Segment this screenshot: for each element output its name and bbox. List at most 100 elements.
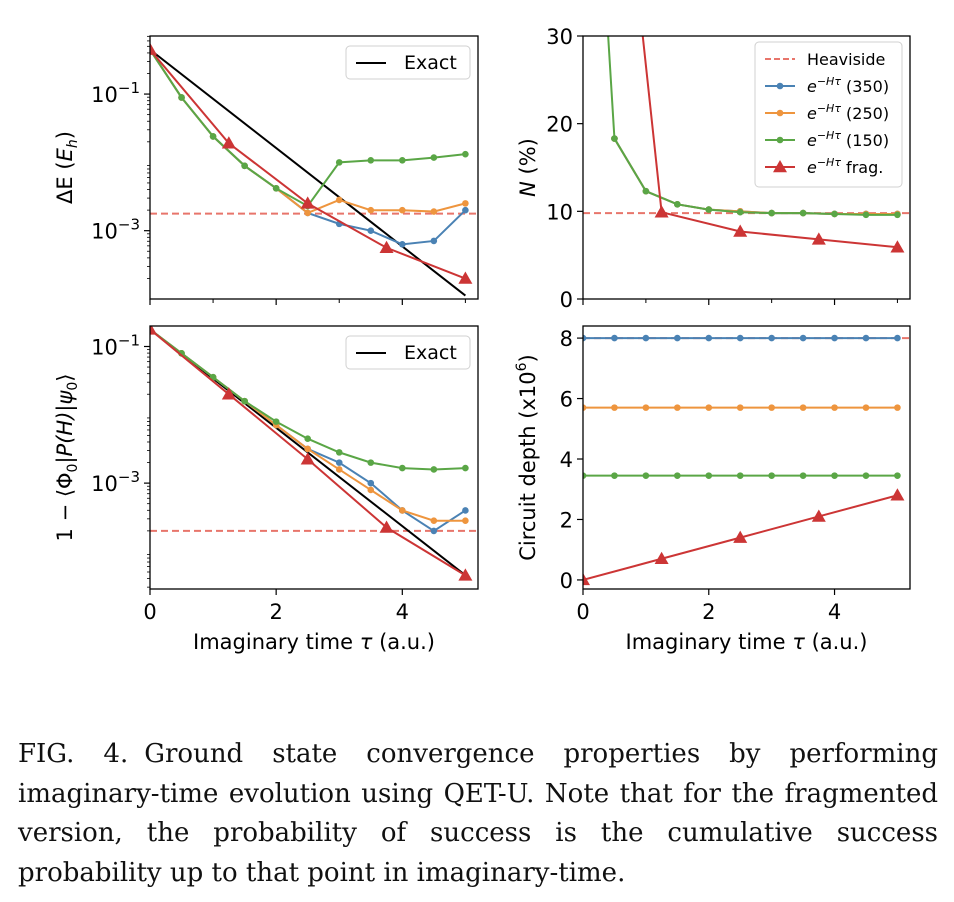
y-tick-label: 0	[560, 569, 573, 593]
data-point-s150	[611, 135, 618, 142]
data-point-s250	[768, 404, 775, 411]
y-tick-label: 2	[560, 508, 573, 532]
data-point-s150	[831, 210, 838, 218]
data-point-s350	[611, 334, 618, 342]
data-point-frag	[654, 205, 669, 218]
y-tick-label: 30	[546, 25, 573, 49]
data-point-s350	[367, 479, 375, 487]
legend-marker	[776, 136, 784, 144]
data-point-s250	[462, 517, 469, 524]
axes-frame	[582, 35, 911, 300]
data-point-s150	[705, 206, 713, 213]
data-point-s250	[430, 517, 438, 524]
y-tick-label: 10	[546, 200, 573, 224]
data-point-s150	[894, 472, 901, 479]
data-point-s150	[894, 211, 901, 219]
data-point-s150	[178, 94, 185, 101]
data-point-frag	[379, 240, 394, 254]
data-point-s150	[674, 472, 681, 479]
data-point-s350	[462, 206, 469, 214]
data-point-s150	[705, 472, 713, 479]
data-point-frag	[221, 387, 236, 400]
data-point-s150	[272, 418, 280, 425]
x-tick-label: 4	[828, 600, 841, 624]
plot-area	[150, 326, 478, 581]
data-point-s350	[430, 527, 438, 535]
data-point-s150	[399, 157, 406, 164]
legend-label: Exact	[404, 342, 457, 364]
series-line-exact	[150, 48, 466, 297]
data-point-frag	[379, 520, 394, 533]
data-point-frag	[890, 240, 905, 253]
data-point-s350	[583, 334, 587, 342]
data-point-frag	[583, 572, 590, 586]
y-tick-label: 10−1	[91, 331, 140, 359]
chart-infidelity: 0 2 4 10−1 10−3 1 − ⟨Φ0|P(H)|ψ0⟩ Imaginary tim…	[53, 325, 479, 654]
y-tick-label: 8	[560, 327, 573, 351]
data-point-s350	[799, 334, 807, 342]
axes-frame	[582, 325, 911, 590]
y-axis-label: ΔE (Eh)	[53, 131, 81, 204]
data-point-s250	[831, 404, 838, 411]
x-tick-label: 0	[576, 600, 589, 624]
data-point-s150	[583, 472, 587, 479]
data-point-s150	[272, 185, 280, 192]
data-point-s250	[674, 404, 681, 411]
y-tick-label: 10−3	[91, 468, 140, 496]
y-axis-label: 1 − ⟨Φ0|P(H)|ψ0⟩	[53, 374, 81, 542]
data-point-s150	[367, 459, 375, 466]
data-point-s150	[367, 157, 375, 164]
data-point-s150	[768, 209, 775, 217]
data-point-s150	[304, 435, 311, 443]
data-point-s150	[335, 449, 343, 456]
data-point-s250	[583, 404, 587, 411]
data-point-s150	[642, 187, 650, 195]
data-point-s350	[642, 334, 650, 342]
data-point-s150	[430, 154, 438, 161]
data-point-s350	[462, 507, 469, 514]
data-point-s150	[430, 466, 438, 473]
data-point-s150	[335, 159, 343, 166]
data-point-s250	[705, 404, 713, 411]
legend-marker	[776, 109, 784, 117]
data-point-s150	[462, 150, 469, 158]
data-point-s350	[705, 334, 713, 342]
data-point-frag	[733, 224, 748, 237]
chart-success_prob: 0 10 20 30 N (%) Heaviside e−Hτ (350) e−Hτ (250…	[516, 25, 911, 312]
data-point-s250	[611, 404, 618, 411]
legend-label: e−Hτ (350)	[807, 75, 889, 96]
data-point-s150	[209, 133, 217, 140]
x-tick-label: 0	[143, 600, 156, 624]
data-point-s250	[894, 404, 901, 411]
plot-area	[583, 36, 910, 253]
legend-label: e−Hτ (150)	[807, 129, 889, 150]
data-point-s250	[399, 206, 406, 214]
legend-box	[345, 45, 471, 80]
data-point-s250	[642, 404, 650, 411]
caption-label: FIG. 4.	[18, 739, 129, 769]
x-tick-label: 2	[269, 600, 282, 624]
y-axis-label: Circuit depth (x106)	[514, 354, 540, 561]
data-point-frag	[150, 326, 157, 335]
x-tick-label: 2	[702, 600, 715, 624]
series-line-frag	[150, 49, 466, 280]
data-point-s150	[674, 201, 681, 208]
data-point-s150	[241, 397, 248, 405]
legend-marker	[773, 160, 787, 173]
data-point-frag	[890, 488, 905, 501]
legend: Exact	[345, 335, 471, 370]
data-point-s150	[831, 472, 838, 479]
data-point-s250	[736, 404, 744, 411]
legend-label: Exact	[404, 52, 457, 74]
data-point-s150	[736, 208, 744, 216]
data-point-s250	[367, 486, 375, 494]
y-tick-label: 4	[560, 448, 573, 472]
legend: Exact	[345, 45, 471, 80]
data-point-s250	[799, 404, 807, 411]
data-point-frag	[458, 568, 473, 581]
data-point-s150	[399, 464, 406, 472]
data-point-s250	[304, 209, 311, 217]
data-point-s350	[399, 241, 406, 248]
data-point-frag	[458, 271, 473, 284]
